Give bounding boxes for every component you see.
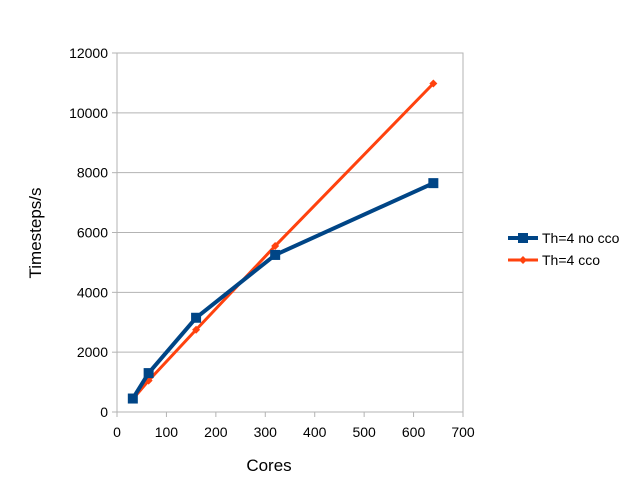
data-point [192, 325, 201, 334]
series-group [127, 79, 439, 404]
series-line-0 [131, 181, 435, 400]
legend: Th=4 no cco Th=4 cco [508, 230, 620, 268]
y-tick-label: 4000 [77, 284, 108, 300]
data-point [191, 312, 202, 323]
legend-item-0: Th=4 no cco [508, 230, 620, 246]
data-point [127, 393, 138, 404]
data-point [428, 178, 439, 189]
data-point [429, 79, 438, 88]
y-tick-label: 12000 [69, 45, 108, 61]
x-tick-label: 0 [113, 424, 121, 440]
x-tick-label: 100 [155, 424, 179, 440]
y-axis-ticks: 0 2000 4000 6000 8000 10000 12000 [69, 45, 117, 420]
legend-label: Th=4 no cco [542, 230, 620, 246]
x-tick-label: 600 [402, 424, 426, 440]
data-point [143, 368, 154, 379]
y-tick-label: 2000 [77, 344, 108, 360]
x-tick-label: 700 [451, 424, 475, 440]
x-tick-label: 500 [352, 424, 376, 440]
y-tick-label: 8000 [77, 165, 108, 181]
x-axis-title: Cores [246, 456, 291, 475]
x-tick-label: 200 [204, 424, 228, 440]
legend-marker [518, 233, 528, 243]
data-point [270, 249, 281, 260]
x-tick-label: 400 [303, 424, 327, 440]
x-axis-ticks: 0 100 200 300 400 500 600 700 [113, 412, 475, 440]
y-tick-label: 6000 [77, 225, 108, 241]
legend-item-1: Th=4 cco [508, 252, 600, 268]
y-tick-label: 0 [100, 404, 108, 420]
x-tick-label: 300 [254, 424, 278, 440]
data-point [271, 241, 280, 250]
y-axis-title: Timesteps/s [26, 187, 45, 278]
legend-marker [519, 256, 527, 264]
series-1 [128, 79, 438, 404]
series-0 [127, 178, 439, 404]
legend-label: Th=4 cco [542, 252, 600, 268]
y-tick-label: 10000 [69, 105, 108, 121]
